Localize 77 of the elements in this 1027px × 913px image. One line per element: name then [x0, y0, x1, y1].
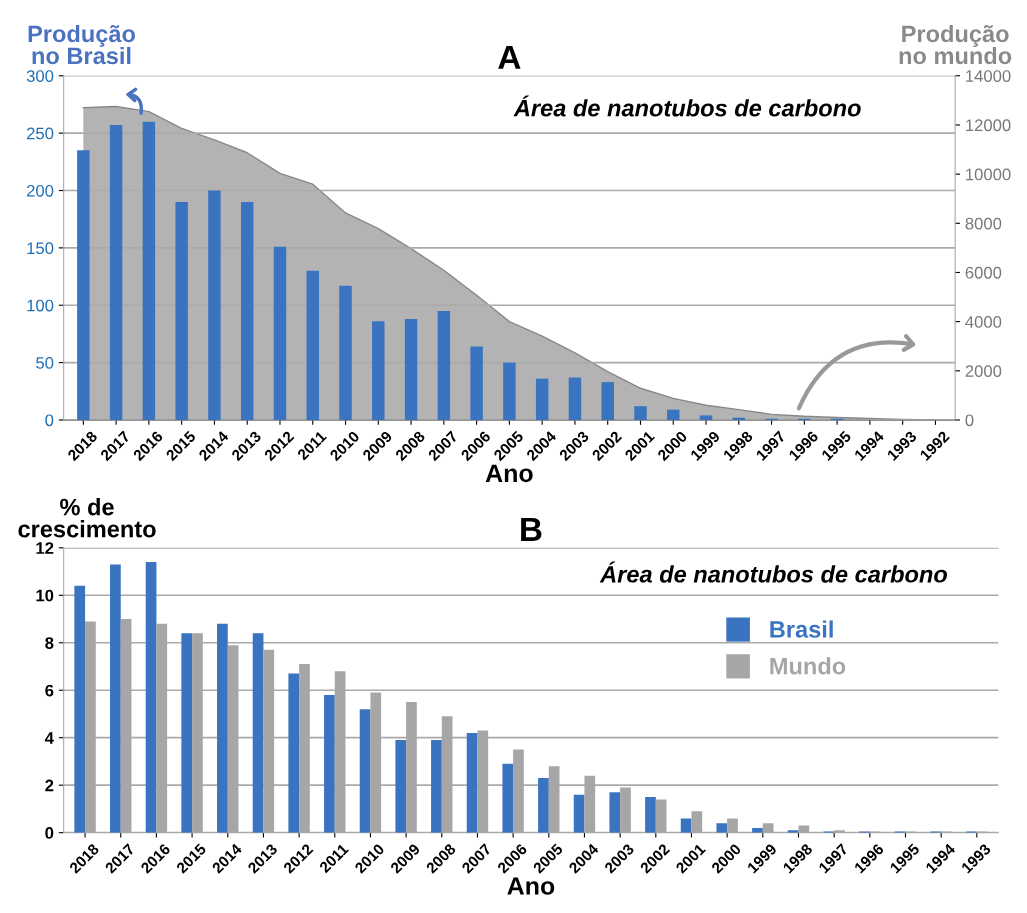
legend-label: Brasil: [770, 620, 833, 638]
bar: [431, 740, 442, 833]
bar: [145, 562, 157, 833]
y2-tick-label: 14000: [966, 70, 1011, 82]
bar: [645, 797, 656, 833]
bar: [339, 285, 352, 420]
bar: [175, 201, 188, 420]
bar: [680, 818, 692, 833]
bar: [535, 378, 549, 420]
bar: [727, 818, 738, 833]
y-tick-label: 50: [36, 357, 54, 369]
y2-tick-label: 10000: [966, 168, 1011, 181]
bar: [372, 321, 385, 420]
y-tick-label: 250: [26, 127, 54, 140]
y-tick-label: 0: [45, 827, 54, 839]
y-tick-label: 150: [27, 242, 54, 255]
y-tick-label: 100: [27, 299, 54, 312]
bar: [634, 406, 647, 420]
y-tick-label: 10: [36, 589, 54, 602]
bar: [217, 623, 228, 833]
bar: [437, 310, 451, 420]
bar: [324, 694, 335, 833]
bar: [110, 564, 121, 833]
bar: [404, 319, 418, 420]
bar: [601, 382, 614, 420]
annotation: Área de nanotubos de carbono: [513, 95, 861, 117]
bar: [359, 709, 371, 833]
y2-tick-label: 8000: [965, 217, 1002, 230]
y-tick-label: 4: [44, 732, 54, 744]
bar: [240, 201, 254, 420]
bar: [109, 125, 123, 420]
y-tick-label: 8: [45, 637, 54, 649]
legend-label: Mundo: [770, 657, 846, 675]
bar: [181, 633, 193, 833]
chart-title: B: [521, 517, 542, 541]
y2-tick-label: 2000: [965, 365, 1002, 378]
chart-title: A: [498, 45, 521, 69]
bar: [699, 415, 713, 420]
bar: [395, 740, 407, 833]
y2-tick-label: 4000: [965, 316, 1002, 328]
bar: [142, 121, 156, 420]
bar: [208, 190, 221, 420]
y-tick-label: 300: [26, 70, 54, 82]
annotation: Área de nanotubos de carbono: [599, 561, 948, 583]
y2-tick-label: 0: [965, 414, 974, 427]
bar: [568, 377, 582, 420]
x-axis-title: Ano: [507, 877, 555, 895]
bar: [273, 246, 287, 420]
y-tick-label: 200: [26, 184, 54, 197]
y2-axis-title: Produção no mundo: [899, 24, 1012, 65]
bar: [77, 150, 90, 420]
bar: [609, 792, 621, 833]
bar: [288, 673, 300, 833]
bar: [691, 811, 703, 833]
bar: [667, 409, 680, 420]
y-tick-label: 12: [36, 542, 54, 554]
bar: [466, 732, 478, 833]
y-tick-label: 6: [45, 684, 54, 697]
bar: [503, 362, 516, 420]
bar: [470, 346, 483, 420]
bar: [502, 763, 514, 833]
y2-tick-label: 6000: [965, 266, 1002, 279]
bar: [538, 778, 549, 833]
y-axis-title: % de crescimento: [18, 498, 156, 538]
bar: [620, 787, 631, 833]
y-tick-label: 0: [45, 414, 54, 427]
bar: [306, 270, 319, 420]
bar: [74, 585, 86, 833]
bar: [573, 794, 585, 833]
y-tick-label: 2: [45, 779, 54, 792]
bar: [655, 799, 667, 833]
y-axis-title: Produção no Brasil: [28, 24, 136, 65]
bar: [762, 823, 774, 833]
bar: [716, 823, 728, 833]
bar: [252, 633, 264, 833]
y2-tick-label: 12000: [966, 119, 1011, 132]
x-axis-title: Ano: [485, 464, 533, 483]
